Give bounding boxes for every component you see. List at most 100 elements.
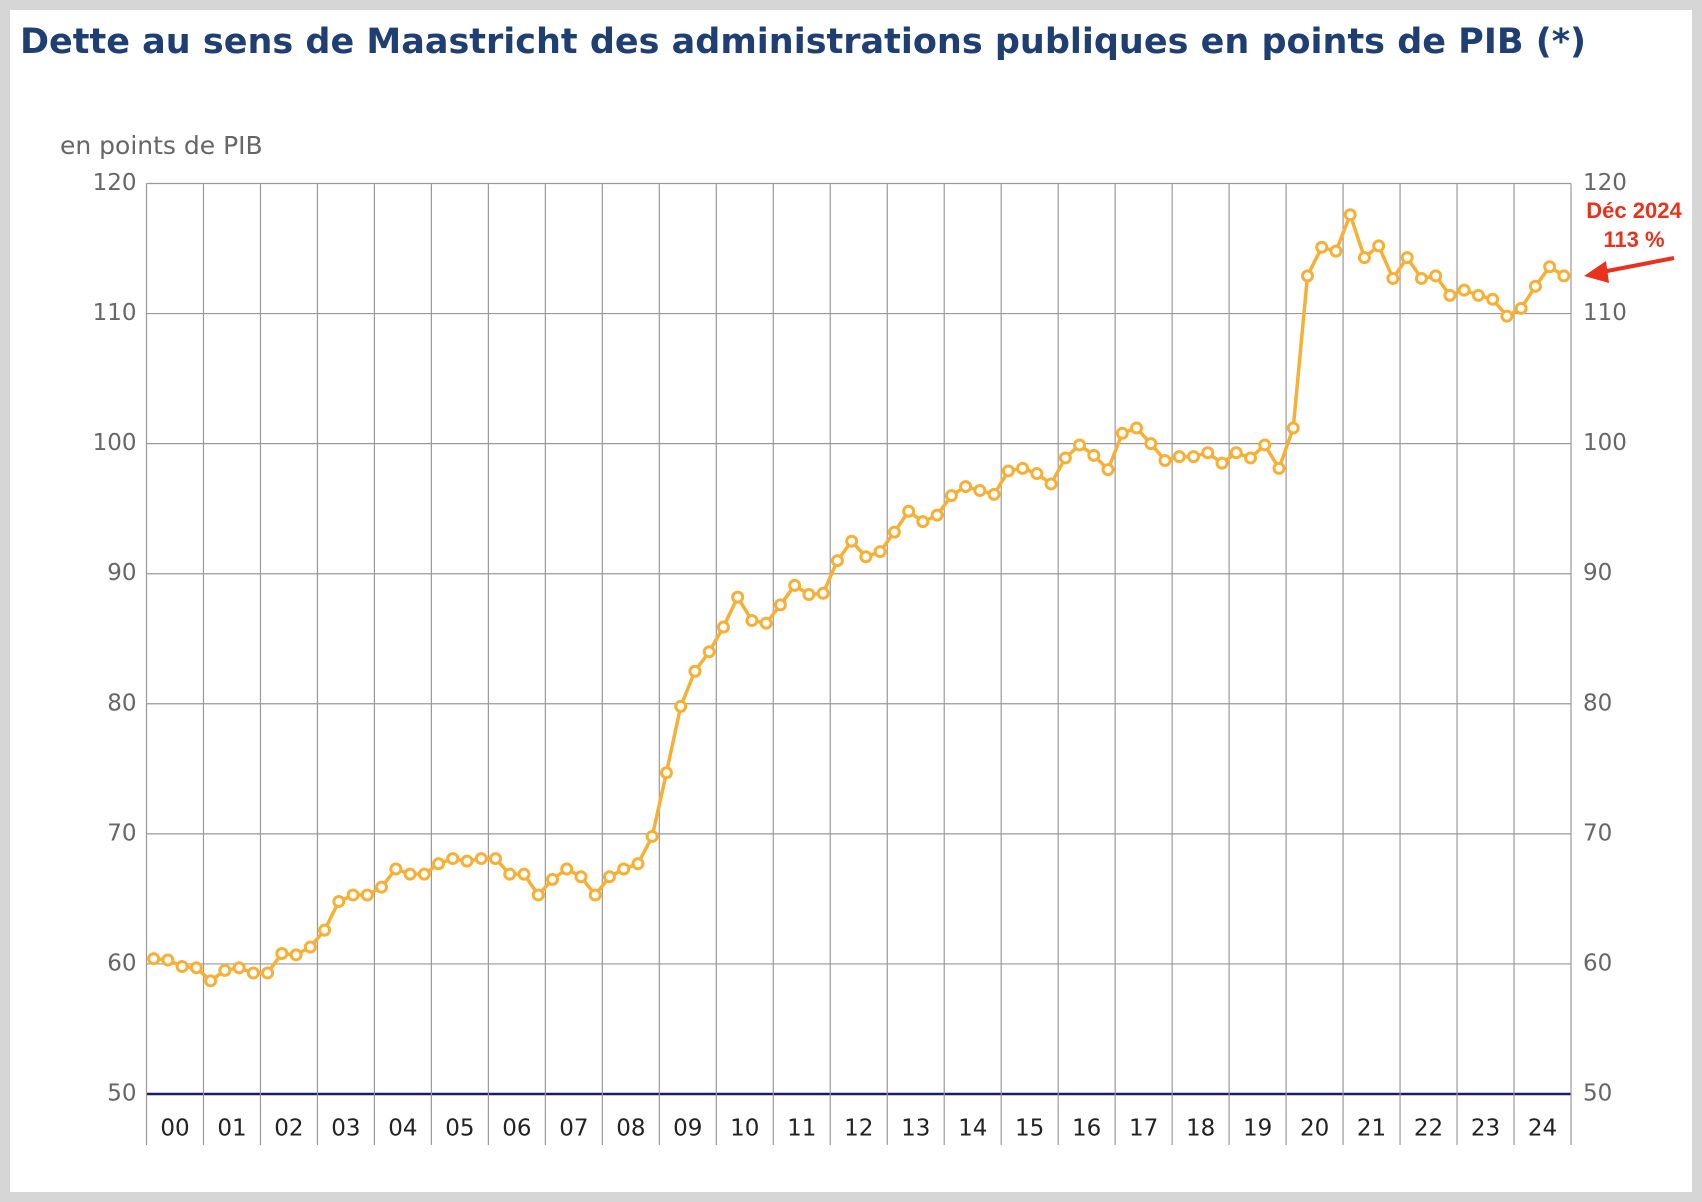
data-point [802,588,816,602]
x-tick-label: 13 [901,1116,930,1142]
data-point [1243,451,1257,465]
data-point [1329,244,1343,258]
data-point [873,545,887,559]
data-point [1272,461,1286,475]
data-point [659,766,673,780]
x-tick-label: 00 [160,1116,189,1142]
x-tick-label: 14 [958,1116,987,1142]
data-point [232,961,246,975]
data-point [1001,464,1015,478]
y-tick-label: 100 [93,430,137,456]
data-point [887,525,901,539]
y2-tick-label: 50 [1583,1081,1612,1107]
data-point [517,867,531,881]
data-point [574,870,588,884]
y-tick-label: 120 [93,170,137,196]
data-point [1457,283,1471,297]
annotation-arrowhead [1584,261,1609,283]
data-point [1130,421,1144,435]
data-point [261,966,275,980]
data-point [859,550,873,564]
data-point [560,862,574,876]
data-point [716,620,730,634]
data-point [773,598,787,612]
y-tick-label: 80 [107,690,136,716]
data-point [303,940,317,954]
data-point [1115,426,1129,440]
data-point [731,590,745,604]
data-point [389,862,403,876]
data-point [1514,301,1528,315]
data-point [1087,448,1101,462]
x-tick-label: 23 [1471,1116,1500,1142]
data-point [1357,251,1371,265]
x-tick-label: 20 [1300,1116,1329,1142]
data-point [1300,269,1314,283]
data-point [1158,454,1172,468]
y2-tick-label: 90 [1583,560,1612,586]
y2-tick-label: 100 [1583,430,1627,456]
data-point [545,872,559,886]
x-tick-label: 24 [1528,1116,1557,1142]
data-point [702,645,716,659]
data-point [489,852,503,866]
data-point [204,974,218,988]
x-tick-label: 01 [217,1116,246,1142]
data-point [1557,269,1571,283]
x-tick-label: 09 [673,1116,702,1142]
data-point [1044,477,1058,491]
x-tick-label: 21 [1357,1116,1386,1142]
data-point [1058,451,1072,465]
data-point [916,515,930,529]
x-tick-label: 16 [1072,1116,1101,1142]
data-point [688,664,702,678]
data-point [645,829,659,843]
data-point [289,948,303,962]
x-tick-label: 12 [844,1116,873,1142]
data-point [1229,446,1243,460]
data-point [1528,279,1542,293]
data-point [830,554,844,568]
data-point [1144,437,1158,451]
data-point [147,952,161,966]
x-tick-label: 05 [445,1116,474,1142]
x-tick-label: 17 [1129,1116,1158,1142]
data-point [417,867,431,881]
data-point [1187,450,1201,464]
y2-tick-label: 80 [1583,690,1612,716]
data-point [432,857,446,871]
data-point [1286,421,1300,435]
data-point [1215,456,1229,470]
x-tick-label: 04 [388,1116,417,1142]
data-point [1201,446,1215,460]
data-point [1400,251,1414,265]
data-point [346,888,360,902]
data-point [275,947,289,961]
data-point [1101,463,1115,477]
data-point [759,616,773,630]
data-point [460,854,474,868]
y2-tick-label: 60 [1583,950,1612,976]
data-point [474,852,488,866]
data-point [987,487,1001,501]
data-point [631,857,645,871]
data-point [1030,467,1044,481]
data-point [1073,438,1087,452]
data-point [446,852,460,866]
x-tick-label: 10 [730,1116,759,1142]
y-tick-label: 110 [93,300,137,326]
x-tick-label: 18 [1186,1116,1215,1142]
y-tick-label: 90 [107,560,136,586]
data-point [1471,288,1485,302]
y2-tick-label: 110 [1583,300,1627,326]
data-point [944,489,958,503]
data-point [531,888,545,902]
y-tick-label: 60 [107,950,136,976]
x-tick-label: 15 [1015,1116,1044,1142]
data-point [246,966,260,980]
data-point [930,508,944,522]
y-tick-label: 70 [107,820,136,846]
data-point [1315,240,1329,254]
